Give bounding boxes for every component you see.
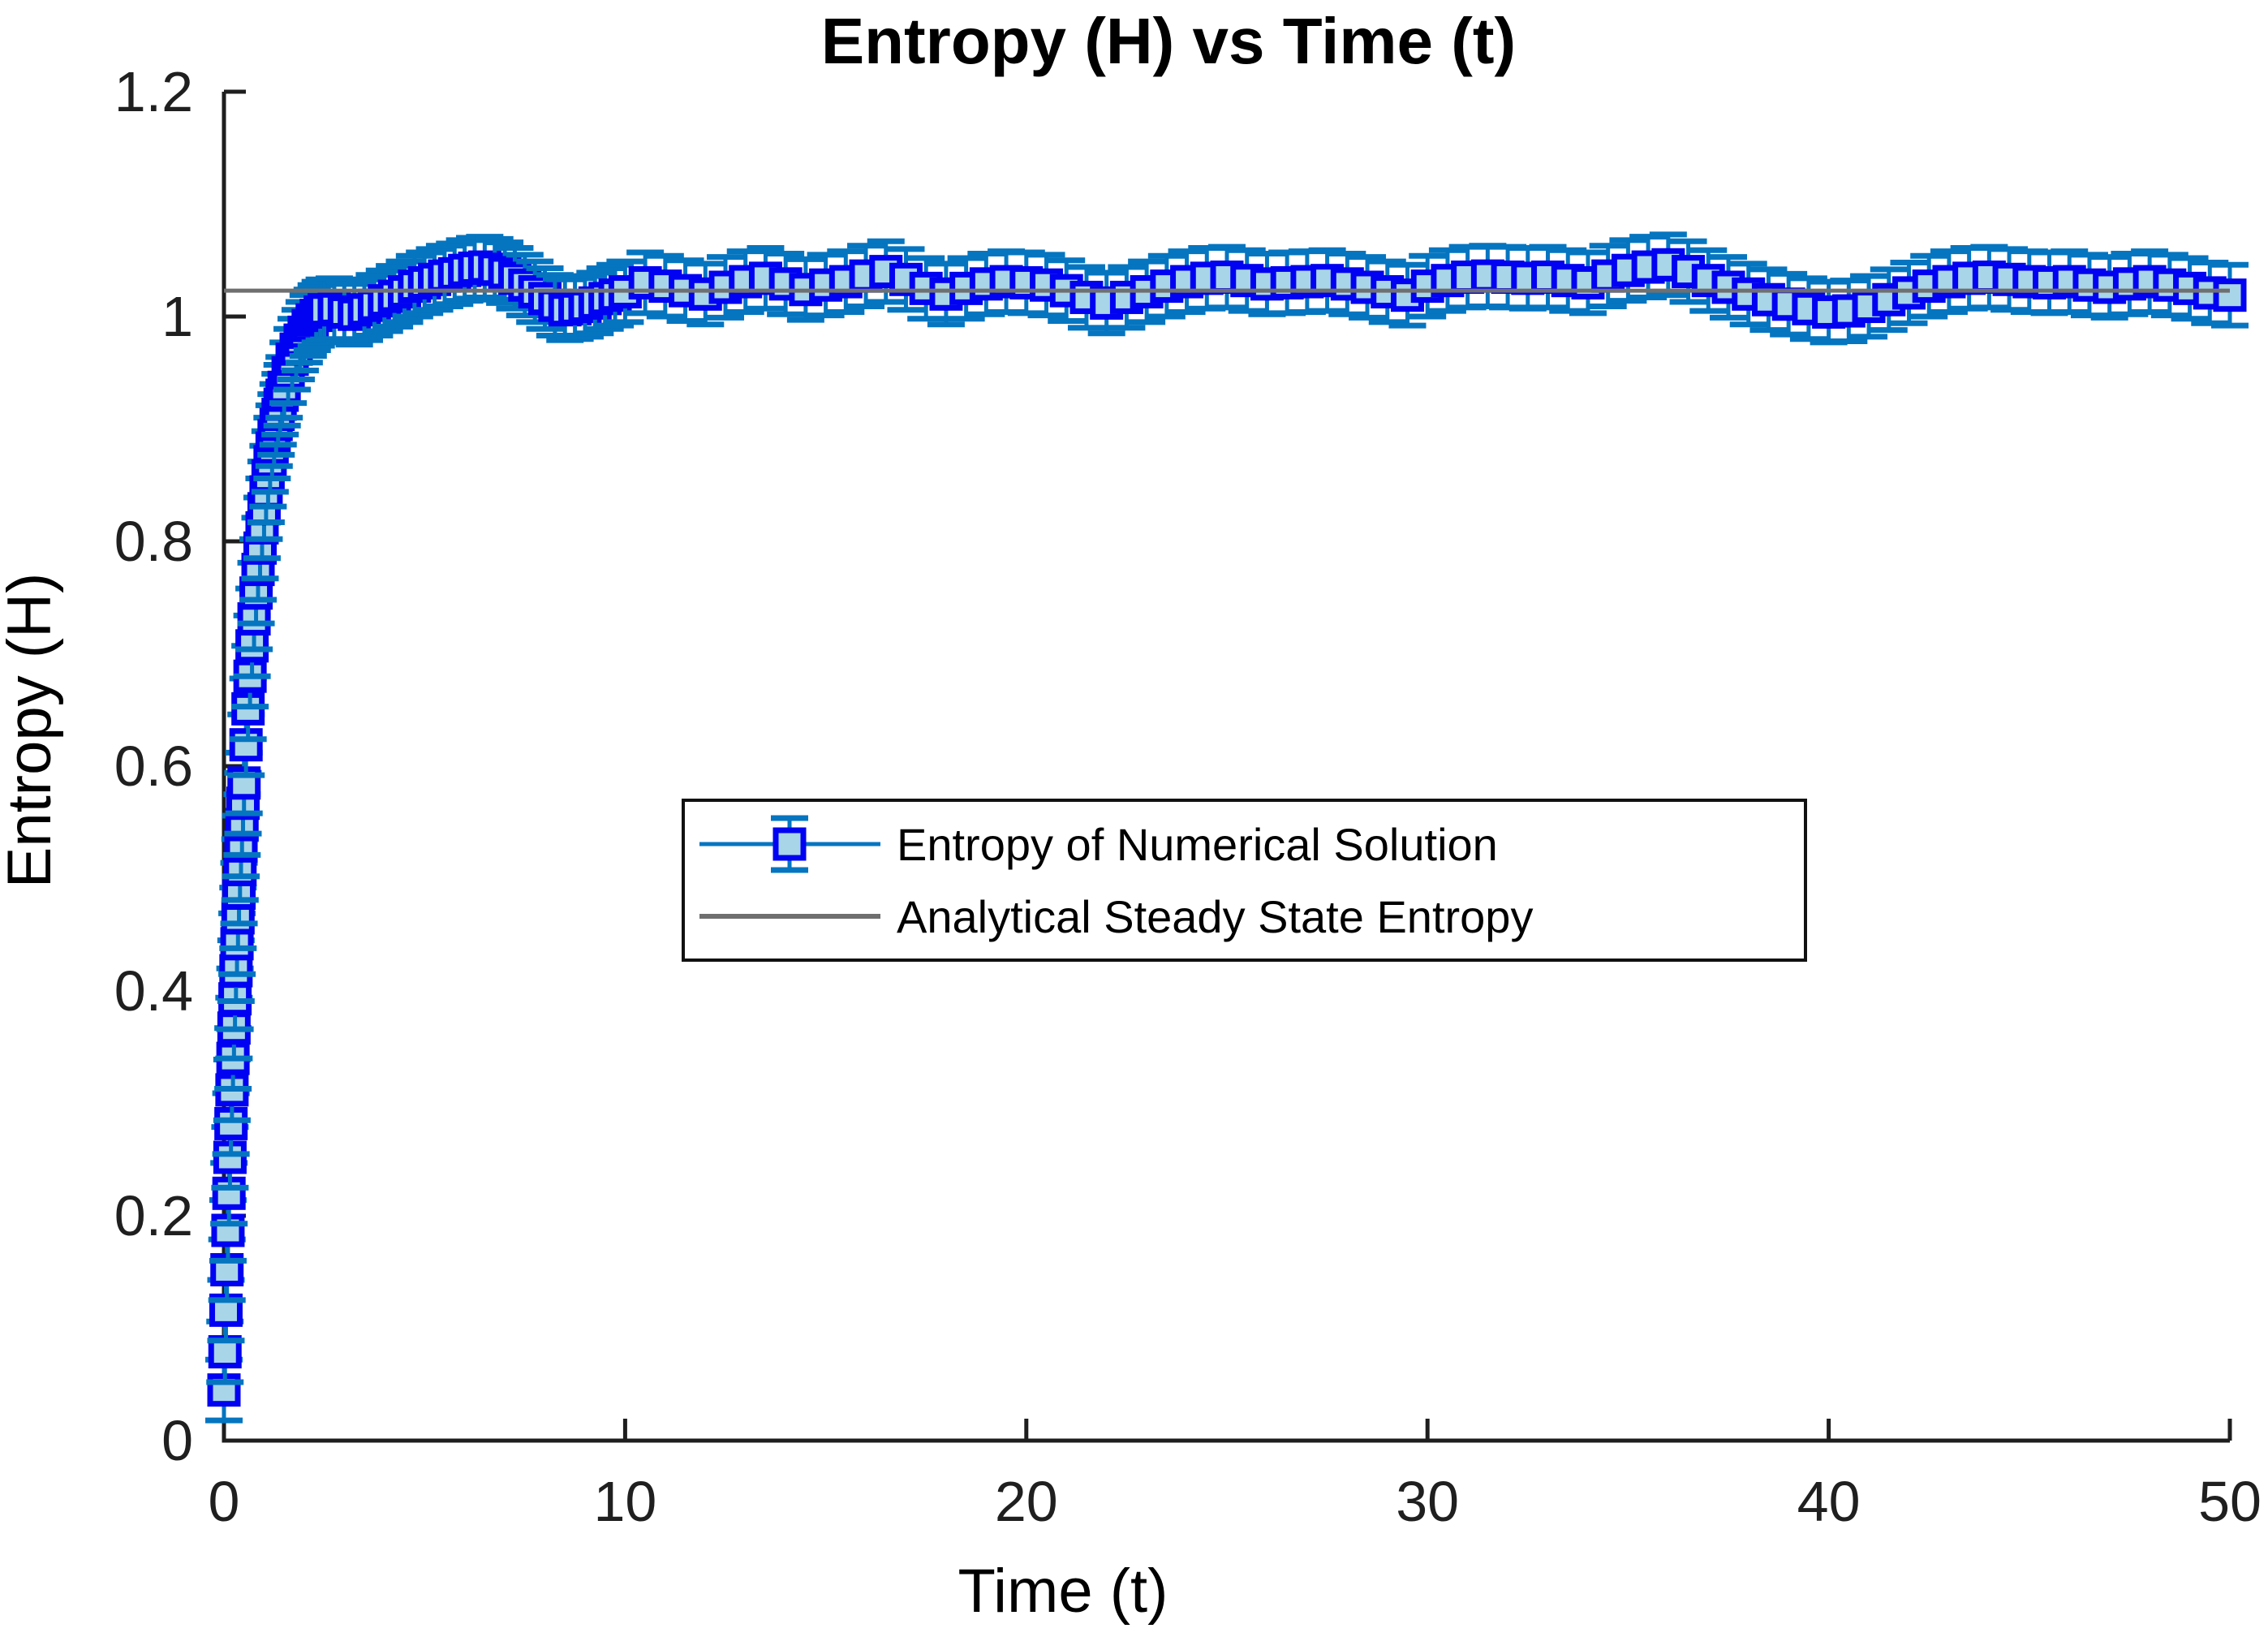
x-tick-label: 10 [593,1470,656,1533]
legend: Entropy of Numerical Solution Analytical… [682,799,1807,962]
legend-label-analytical: Analytical Steady State Entropy [897,891,1533,942]
legend-box [682,799,1807,962]
x-tick-label: 0 [209,1470,240,1533]
data-point-marker [2213,278,2247,312]
y-tick-label: 0 [161,1409,193,1472]
axes: 0 10 20 30 40 50 0 0.2 0.4 0.6 0.8 1 1.2 [114,60,2262,1533]
chart-title: Entropy (H) vs Time (t) [821,5,1516,77]
y-tick-label: 0.8 [114,510,193,573]
series-entropy-numerical [205,231,2249,1424]
x-tick-label: 50 [2198,1470,2262,1533]
x-tick-label: 30 [1396,1470,1459,1533]
y-tick-label: 0.4 [114,959,193,1023]
y-tick-label: 1 [161,285,193,348]
y-tick-label: 0.6 [114,734,193,798]
x-tick-label: 20 [995,1470,1058,1533]
y-axis-label: Entropy (H) [0,573,64,889]
legend-square-marker-icon [772,827,807,861]
x-axis-label: Time (t) [958,1557,1168,1626]
x-tick-label: 40 [1797,1470,1861,1533]
y-tick-label: 0.2 [114,1184,193,1247]
y-tick-label: 1.2 [114,60,193,123]
legend-label-numerical: Entropy of Numerical Solution [897,819,1498,870]
